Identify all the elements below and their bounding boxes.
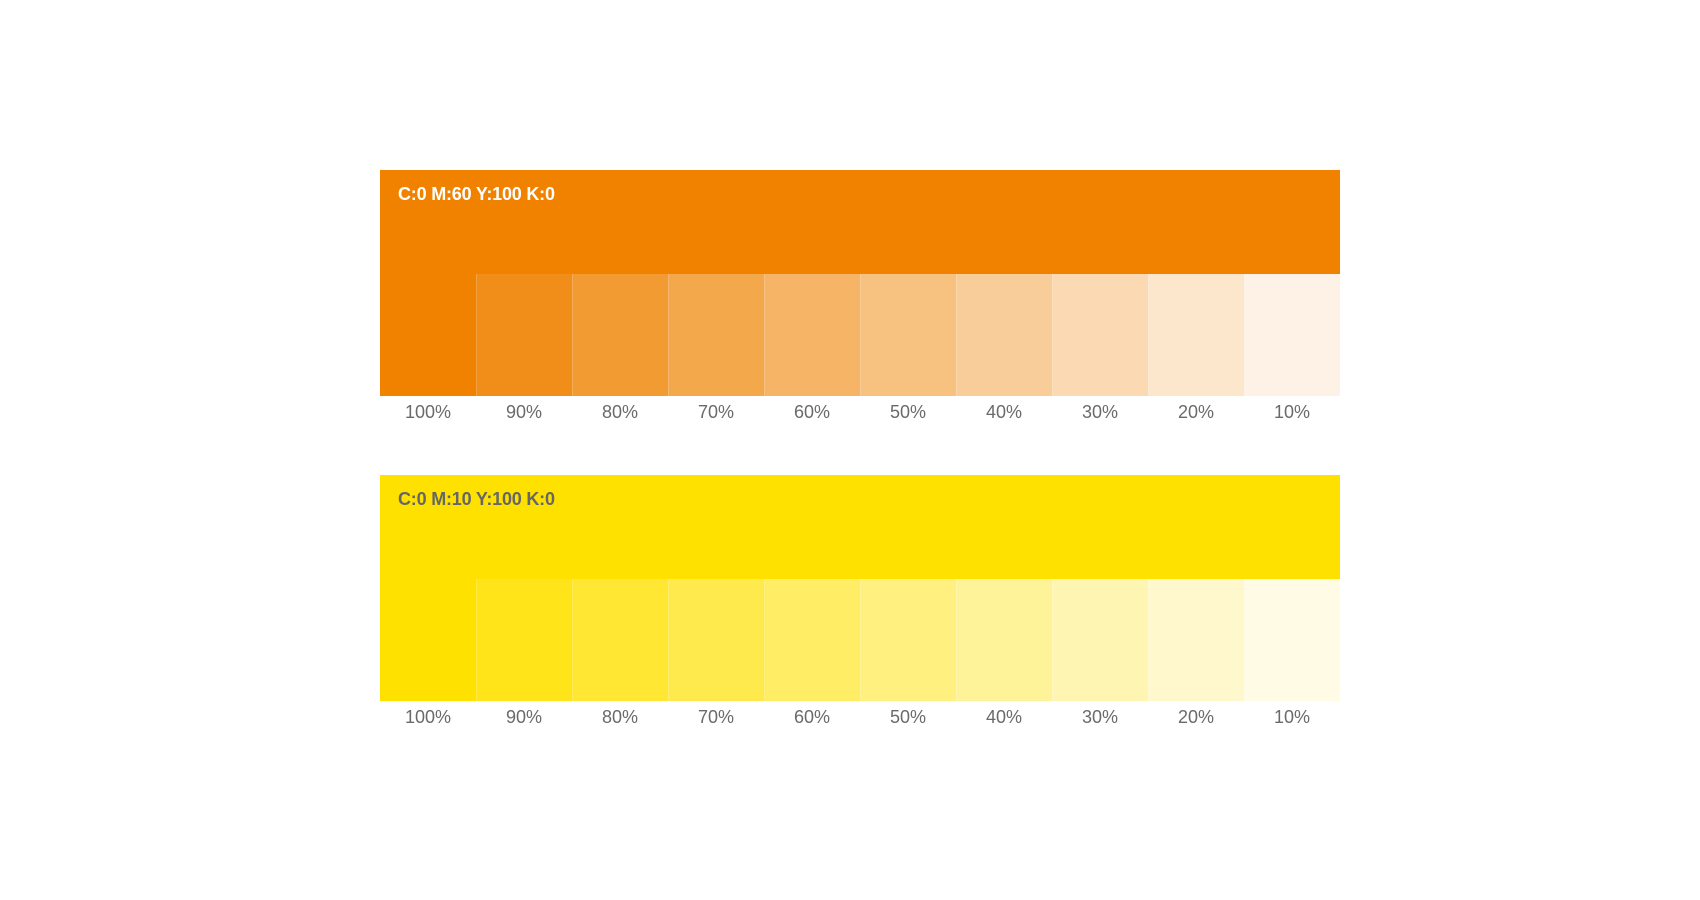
yellow-pct-label-10: 10% bbox=[1273, 707, 1311, 727]
orange-pct-label-40: 40% bbox=[985, 402, 1023, 422]
yellow-pct-label-20: 20% bbox=[1177, 707, 1215, 727]
yellow-swatch-20 bbox=[1148, 579, 1244, 701]
orange-pct-label-70: 70% bbox=[697, 402, 735, 422]
yellow-pct-label-80: 80% bbox=[601, 707, 639, 727]
yellow-swatch-70 bbox=[668, 579, 764, 701]
yellow-pct-label-60: 60% bbox=[793, 707, 831, 727]
orange-swatch-50 bbox=[860, 274, 956, 396]
orange-pct-label-100: 100% bbox=[404, 402, 452, 422]
orange-header-bar: C:0 M:60 Y:100 K:0 bbox=[380, 170, 1340, 274]
orange-pct-label-10: 10% bbox=[1273, 402, 1311, 422]
orange-swatch-20 bbox=[1148, 274, 1244, 396]
yellow-swatch-30 bbox=[1052, 579, 1148, 701]
yellow-swatch-80 bbox=[572, 579, 668, 701]
orange-palette: C:0 M:60 Y:100 K:0 100% 90% 80% 70% 60% … bbox=[380, 170, 1340, 428]
yellow-swatch-row bbox=[380, 579, 1340, 701]
yellow-pct-label-30: 30% bbox=[1081, 707, 1119, 727]
orange-swatch-40 bbox=[956, 274, 1052, 396]
yellow-swatch-60 bbox=[764, 579, 860, 701]
yellow-palette: C:0 M:10 Y:100 K:0 100% 90% 80% 70% 60% … bbox=[380, 475, 1340, 733]
orange-pct-label-60: 60% bbox=[793, 402, 831, 422]
yellow-pct-label-100: 100% bbox=[404, 707, 452, 727]
orange-swatch-90 bbox=[476, 274, 572, 396]
orange-pct-label-20: 20% bbox=[1177, 402, 1215, 422]
yellow-swatch-10 bbox=[1244, 579, 1340, 701]
orange-pct-label-80: 80% bbox=[601, 402, 639, 422]
orange-swatch-row bbox=[380, 274, 1340, 396]
yellow-pct-label-40: 40% bbox=[985, 707, 1023, 727]
yellow-swatch-40 bbox=[956, 579, 1052, 701]
orange-pct-label-30: 30% bbox=[1081, 402, 1119, 422]
orange-swatch-60 bbox=[764, 274, 860, 396]
yellow-header-bar: C:0 M:10 Y:100 K:0 bbox=[380, 475, 1340, 579]
yellow-pct-label-90: 90% bbox=[505, 707, 543, 727]
yellow-swatch-100 bbox=[380, 579, 476, 701]
yellow-cmyk-label: C:0 M:10 Y:100 K:0 bbox=[398, 489, 555, 509]
orange-percentage-labels: 100% 90% 80% 70% 60% 50% 40% 30% 20% 10% bbox=[380, 396, 1340, 428]
orange-cmyk-label: C:0 M:60 Y:100 K:0 bbox=[398, 184, 555, 204]
yellow-swatch-50 bbox=[860, 579, 956, 701]
orange-swatch-70 bbox=[668, 274, 764, 396]
yellow-swatch-90 bbox=[476, 579, 572, 701]
orange-swatch-30 bbox=[1052, 274, 1148, 396]
orange-swatch-80 bbox=[572, 274, 668, 396]
orange-swatch-100 bbox=[380, 274, 476, 396]
yellow-pct-label-70: 70% bbox=[697, 707, 735, 727]
orange-pct-label-50: 50% bbox=[889, 402, 927, 422]
orange-swatch-10 bbox=[1244, 274, 1340, 396]
yellow-percentage-labels: 100% 90% 80% 70% 60% 50% 40% 30% 20% 10% bbox=[380, 701, 1340, 733]
yellow-pct-label-50: 50% bbox=[889, 707, 927, 727]
orange-pct-label-90: 90% bbox=[505, 402, 543, 422]
